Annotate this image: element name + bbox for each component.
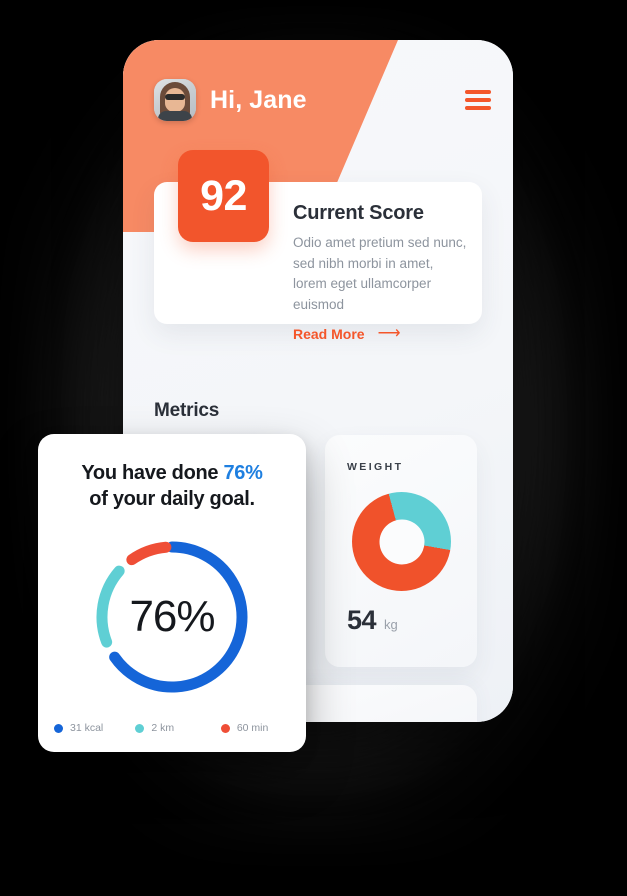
goal-headline-percent: 76% — [223, 462, 263, 484]
read-more-label: Read More — [293, 326, 365, 343]
daily-goal-card: You have done 76% of your daily goal. 76… — [38, 434, 306, 752]
hamburger-menu-icon[interactable] — [465, 90, 491, 110]
ring-segment-60-min — [126, 541, 172, 566]
goal-headline-suffix: of your daily goal. — [89, 488, 255, 511]
avatar-face — [165, 88, 185, 112]
ring-segments — [96, 541, 248, 693]
legend-item: 2 km — [135, 722, 220, 734]
weight-donut-hole — [379, 519, 424, 564]
legend-dot — [54, 723, 63, 733]
ring-segment-2-km — [96, 565, 125, 648]
hamburger-bar-2 — [465, 98, 491, 102]
header-row: Hi, Jane — [123, 40, 513, 160]
daily-goal-ring-chart: 76% — [87, 532, 257, 702]
goal-headline: You have done 76% of your daily goal. — [58, 460, 286, 513]
legend-item: 60 min — [220, 722, 290, 734]
sunglasses-icon — [165, 94, 185, 100]
avatar-body — [158, 111, 192, 121]
weight-unit: kg — [384, 617, 398, 632]
greeting-text: Hi, Jane — [210, 85, 307, 114]
weight-value: 54 — [347, 605, 377, 635]
goal-headline-prefix: You have done — [81, 462, 224, 484]
weight-card[interactable]: WEIGHT 54 kg — [325, 435, 477, 667]
legend-dot — [220, 723, 230, 733]
current-score-card: 92 Current Score Odio amet pretium sed n… — [154, 150, 482, 342]
ring-svg — [96, 541, 248, 693]
goal-legend: 31 kcal 2 km 60 min — [38, 722, 306, 734]
score-badge: 92 — [178, 150, 269, 242]
avatar[interactable] — [154, 79, 196, 121]
ring-segment-31-kcal — [109, 541, 248, 693]
legend-label: 60 min — [236, 722, 269, 734]
read-more-link[interactable]: Read More ⟶ — [293, 325, 401, 343]
legend-label: 2 km — [151, 722, 175, 734]
weight-value-group: 54 kg — [347, 605, 398, 636]
legend-label: 31 kcal — [70, 722, 104, 734]
score-card-title: Current Score — [293, 202, 424, 224]
weight-donut-chart — [352, 492, 451, 591]
hamburger-bar-1 — [465, 90, 491, 94]
legend-item: 31 kcal — [54, 722, 135, 734]
hamburger-bar-3 — [465, 106, 491, 110]
weight-card-label: WEIGHT — [347, 461, 404, 473]
score-card-description: Odio amet pretium sed nunc, sed nibh mor… — [293, 235, 467, 312]
arrow-right-icon: ⟶ — [377, 325, 401, 343]
legend-dot — [135, 723, 145, 733]
ring-center-label: 76% — [129, 592, 215, 641]
metrics-section-title: Metrics — [154, 400, 220, 421]
score-card-body: Current Score Odio amet pretium sed nunc… — [293, 202, 468, 342]
